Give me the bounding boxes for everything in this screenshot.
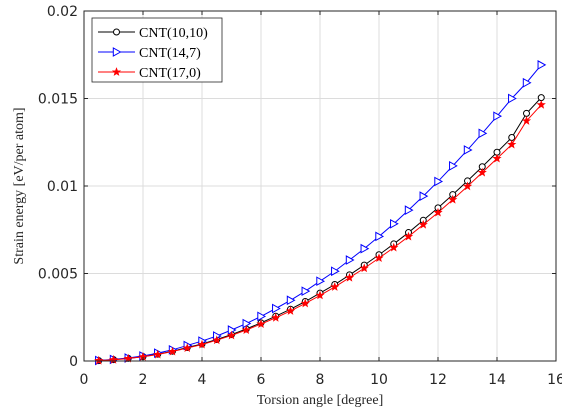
legend-marker: [111, 67, 122, 76]
data-point: [344, 272, 355, 282]
legend-label: CNT(10,10): [139, 26, 208, 41]
x-tick-label: 12: [429, 372, 447, 388]
data-point: [404, 205, 414, 215]
data-point: [537, 60, 547, 70]
data-point: [94, 355, 104, 365]
data-point: [536, 99, 546, 109]
x-tick-label: 6: [257, 372, 266, 388]
y-tick-label: 0: [69, 354, 78, 370]
data-point: [374, 253, 384, 263]
data-point: [359, 263, 369, 273]
data-point: [360, 243, 370, 254]
data-point: [123, 353, 133, 363]
data-point: [242, 318, 252, 329]
data-point: [507, 139, 517, 149]
data-point: [433, 207, 443, 217]
legend-marker: [112, 47, 122, 57]
legend-marker: [113, 28, 120, 36]
y-tick-label: 0.005: [38, 267, 78, 283]
x-axis-label: Torsion angle [degree]: [257, 393, 384, 408]
data-point: [241, 325, 251, 334]
data-point: [434, 176, 444, 187]
data-point: [256, 319, 266, 328]
data-point: [315, 290, 325, 300]
x-tick-label: 14: [488, 372, 506, 388]
axis-ticks: [83, 10, 557, 362]
data-point: [449, 161, 458, 171]
data-point: [212, 335, 222, 345]
x-tick-label: 4: [198, 372, 207, 388]
legend: CNT(10,10) CNT(14,7) CNT(17,0): [91, 17, 223, 83]
data-point: [403, 231, 414, 241]
data-point: [463, 145, 473, 155]
data-point: [375, 231, 385, 242]
x-tick-label: 0: [80, 372, 89, 388]
data-point: [167, 346, 178, 356]
y-tick-label: 0.02: [47, 4, 78, 20]
data-point: [448, 194, 458, 204]
data-point: [521, 116, 532, 125]
y-tick-label: 0.015: [38, 92, 78, 108]
x-tick-label: 8: [316, 372, 325, 388]
data-point: [419, 191, 429, 201]
data-point: [508, 134, 516, 142]
y-tick-label: 0.01: [47, 179, 78, 195]
data-point: [182, 343, 192, 352]
grid-lines: [83, 10, 557, 362]
series-2: [94, 99, 546, 365]
data-point: [523, 109, 530, 117]
data-point: [537, 94, 545, 102]
x-tick-label: 10: [370, 372, 388, 388]
data-point: [508, 93, 517, 104]
data-point: [197, 339, 207, 349]
data-point: [477, 167, 487, 177]
x-tick-label: 2: [139, 372, 148, 388]
data-point: [301, 286, 311, 297]
data-point: [389, 242, 399, 252]
data-point: [331, 266, 340, 277]
data-point: [418, 219, 428, 229]
x-tick-labels: 0 2 4 6 8 10 12 14 16: [80, 372, 562, 388]
data-point: [300, 298, 310, 308]
data-point: [330, 282, 340, 291]
legend-label: CNT(14,7): [139, 46, 201, 61]
data-point: [285, 306, 296, 315]
data-point: [462, 181, 473, 191]
y-axis-label: Strain energy [eV/per atom]: [12, 107, 27, 264]
data-point: [271, 312, 281, 322]
x-tick-label: 16: [547, 372, 562, 388]
data-point: [478, 128, 488, 139]
data-point: [390, 218, 399, 229]
data-point: [522, 77, 532, 88]
y-tick-labels: 0 0.005 0.01 0.015 0.02: [38, 4, 78, 370]
data-point: [257, 311, 267, 322]
data-point: [226, 330, 237, 340]
data-point: [286, 295, 296, 306]
data-point: [345, 255, 355, 265]
data-point: [316, 276, 326, 287]
data-point: [493, 111, 503, 122]
legend-label: CNT(17,0): [139, 66, 201, 81]
data-point: [272, 303, 281, 314]
data-point: [153, 349, 163, 359]
data-point: [492, 153, 502, 163]
